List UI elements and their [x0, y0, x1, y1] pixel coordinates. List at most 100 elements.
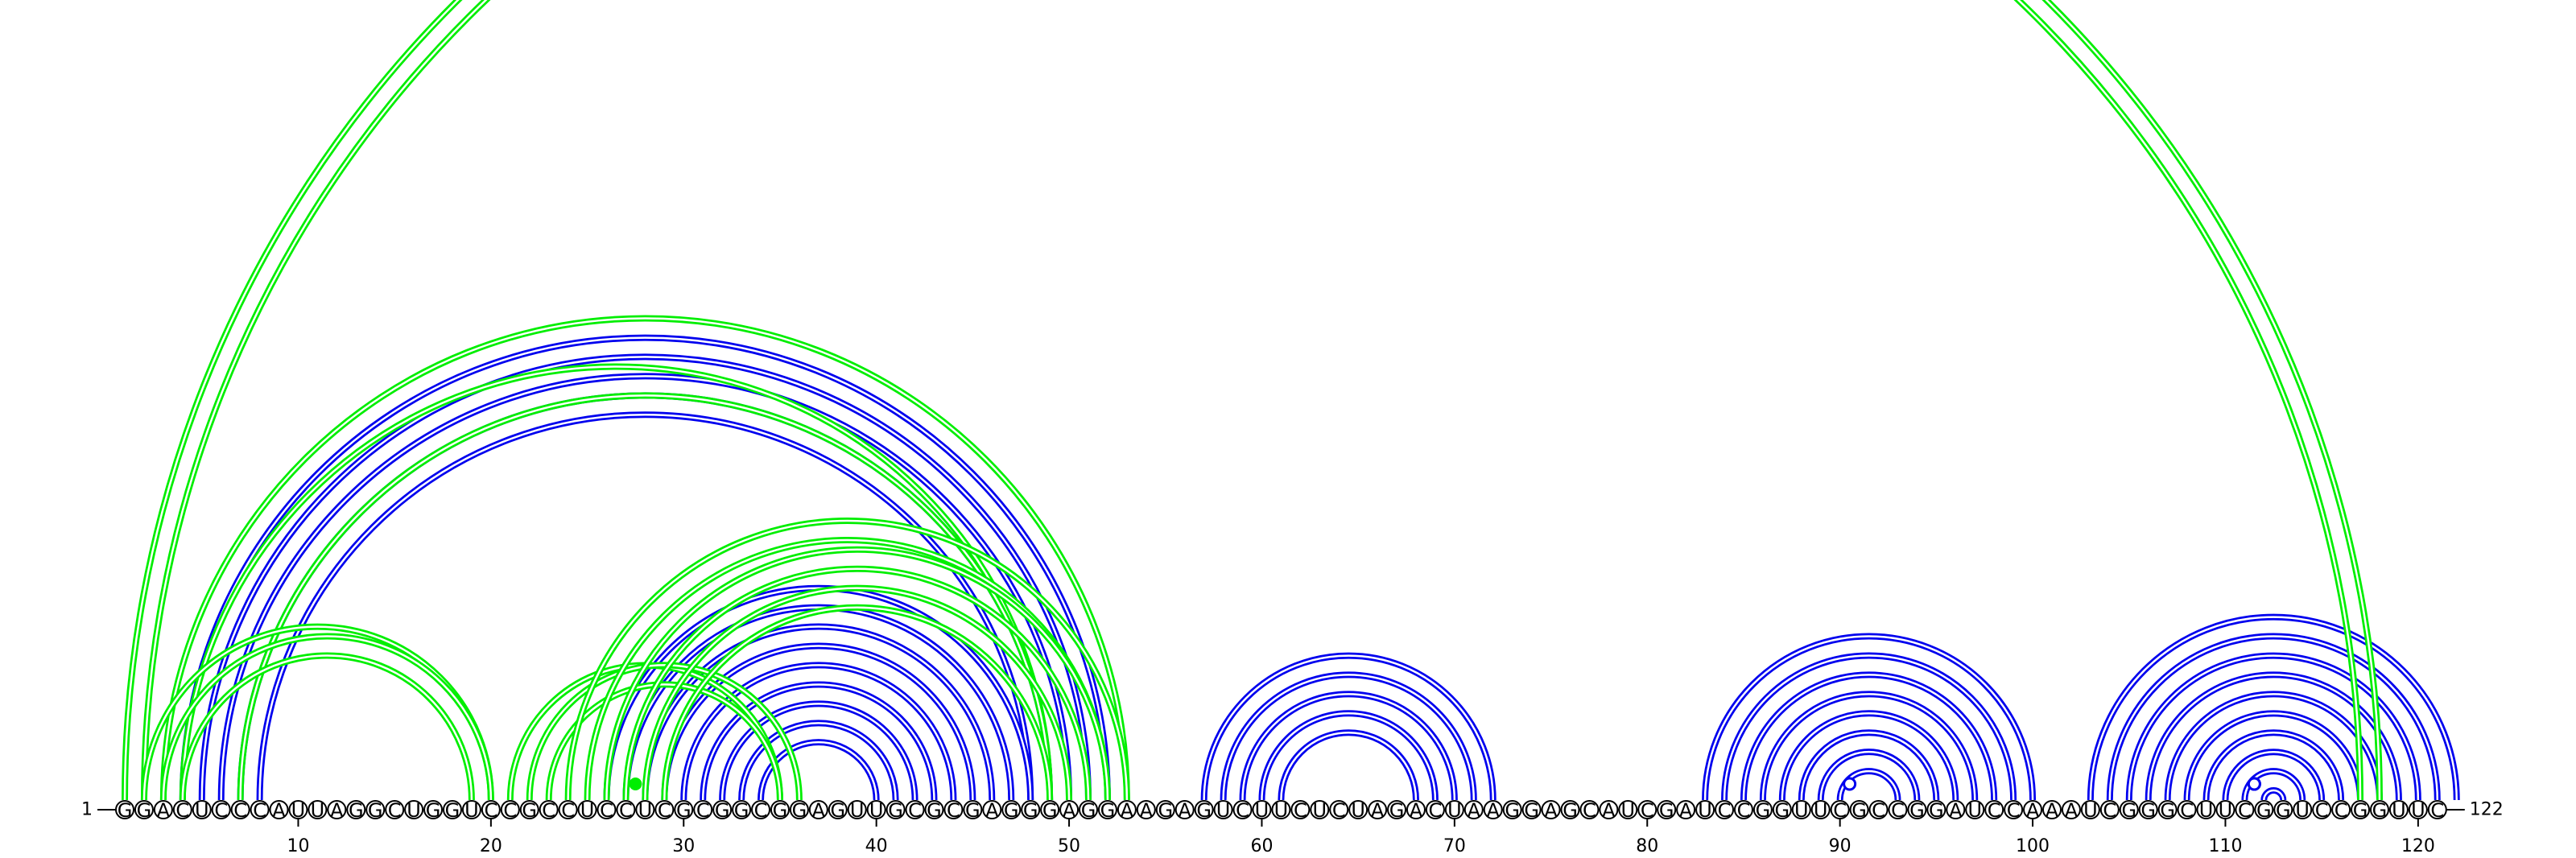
nucleotide-25: U [577, 799, 597, 822]
nucleotide-82: A [1676, 799, 1696, 822]
arc-gap-s0-89-94 [1819, 750, 1918, 801]
nucleotide-letter: A [985, 799, 999, 822]
nucleotide-letter: A [1178, 799, 1191, 822]
nucleotide-circle [519, 800, 539, 819]
nucleotide-62: C [1290, 799, 1311, 822]
nucleotide-letter: G [715, 799, 730, 822]
tick-label-70: 70 [1443, 836, 1466, 856]
nucleotide-letter: C [1718, 799, 1732, 822]
nucleotide-letter: G [1042, 799, 1058, 822]
nucleotide-117: G [2351, 799, 2371, 822]
nucleotide-50: A [1059, 799, 1080, 822]
nucleotide-circle [770, 800, 790, 819]
nucleotide-113: G [2273, 799, 2293, 822]
nucleotide-letter: C [175, 799, 189, 822]
nucleotide-circle [1290, 800, 1311, 819]
nucleotide-circle [2388, 800, 2409, 819]
arc-s0-108-117 [2183, 710, 2364, 801]
nucleotide-letter: G [2140, 799, 2156, 822]
nucleotide-circle [211, 800, 231, 819]
nucleotide-letter: G [2372, 799, 2388, 822]
nucleotide-circle [1368, 800, 1388, 819]
nucleotide-circle [1541, 800, 1561, 819]
nucleotide-circle [1136, 800, 1156, 819]
nucleotide-letter: C [1737, 799, 1751, 822]
nucleotide-106: G [2138, 799, 2158, 822]
nucleotide-letter: G [2160, 799, 2175, 822]
nucleotide-47: G [1001, 799, 1022, 822]
nucleotide-circle [1599, 800, 1619, 819]
nucleotide-74: G [1521, 799, 1542, 822]
nucleotide-letter: G [1505, 799, 1520, 822]
nucleotide-letter: G [676, 799, 691, 822]
nucleotide-letter: C [1872, 799, 1885, 822]
arcs-layer [122, 0, 2460, 801]
nucleotide-circle [1752, 800, 1773, 819]
tick-label-10: 10 [287, 836, 309, 856]
arc-s1-3-53 [159, 315, 1130, 801]
arc-gap-s0-103-122 [2089, 616, 2458, 801]
nucleotide-circle [963, 800, 983, 819]
nucleotide-letter: A [1679, 799, 1693, 822]
nucleotide-28: U [635, 799, 655, 822]
nucleotide-95: G [1926, 799, 1946, 822]
nucleotide-52: G [1097, 799, 1117, 822]
arc-gap-s0-6-50 [220, 375, 1071, 801]
nucleotide-circle [2042, 800, 2062, 819]
arc-gap-s0-110-115 [2224, 750, 2323, 801]
nucleotide-circle [2138, 800, 2158, 819]
nucleotide-31: C [693, 799, 713, 822]
arc-gap-s0-87-96 [1781, 712, 1957, 801]
nucleotide-60: U [1252, 799, 1272, 822]
nucleotide-letter: G [1852, 799, 1867, 822]
nucleotide-86: G [1752, 799, 1773, 822]
nucleotide-circle [1695, 800, 1715, 819]
arc-s0-89-94 [1817, 749, 1921, 801]
nucleotide-letter: C [1236, 799, 1249, 822]
nucleotide-circle [1097, 800, 1117, 819]
arc-gap-s0-26-48 [605, 587, 1032, 801]
arc-gap-s0-32-42 [720, 703, 916, 801]
nucleotide-circle [269, 800, 289, 819]
nucleotide-1: G [115, 799, 134, 822]
nucleotide-circle [2235, 800, 2255, 819]
nucleotide-letter: C [2334, 799, 2348, 822]
nucleotide-96: A [1946, 799, 1966, 822]
nucleotide-94: G [1907, 799, 1927, 822]
nucleotide-letter: G [792, 799, 807, 822]
nucleotide-72: A [1483, 799, 1503, 822]
nucleotide-circle [1117, 800, 1137, 819]
arc-gap-s1-7-49 [239, 394, 1051, 801]
nucleotide-letter: C [2180, 799, 2194, 822]
nucleotide-circle [1618, 800, 1638, 819]
nucleotide-letter: U [1814, 799, 1828, 822]
nucleotide-circle [1406, 800, 1426, 819]
nucleotide-78: A [1599, 799, 1619, 822]
nucleotide-43: G [924, 799, 944, 822]
nucleotide-46: A [982, 799, 1002, 822]
nucleotide-29: C [654, 799, 675, 822]
arc-s0-107-118 [2164, 691, 2383, 801]
arc-gap-s1-27-51 [625, 567, 1090, 801]
nucleotide-102: A [2061, 799, 2081, 822]
arc-s0-60-69 [1258, 710, 1439, 801]
nucleotide-circle [1502, 800, 1522, 819]
arc-gap-s1-22-36 [528, 664, 801, 801]
nucleotide-circle [327, 800, 347, 819]
nucleotide-7: C [230, 799, 250, 822]
nucleotide-letter: C [1988, 799, 2001, 822]
nucleotide-54: A [1136, 799, 1156, 822]
nucleotide-114: U [2293, 799, 2313, 822]
nucleotide-letter: U [850, 799, 865, 822]
nucleotide-circle [1310, 800, 1330, 819]
nucleotide-letter: G [1004, 799, 1019, 822]
nucleotide-letter: A [2026, 799, 2040, 822]
nucleotide-30: G [674, 799, 694, 822]
nucleotide-circle [346, 800, 366, 819]
nucleotide-58: U [1213, 799, 1233, 822]
nucleotide-22: G [519, 799, 539, 822]
nucleotide-circle [1483, 800, 1503, 819]
nucleotide-89: U [1810, 799, 1831, 822]
nucleotide-55: G [1155, 799, 1175, 822]
